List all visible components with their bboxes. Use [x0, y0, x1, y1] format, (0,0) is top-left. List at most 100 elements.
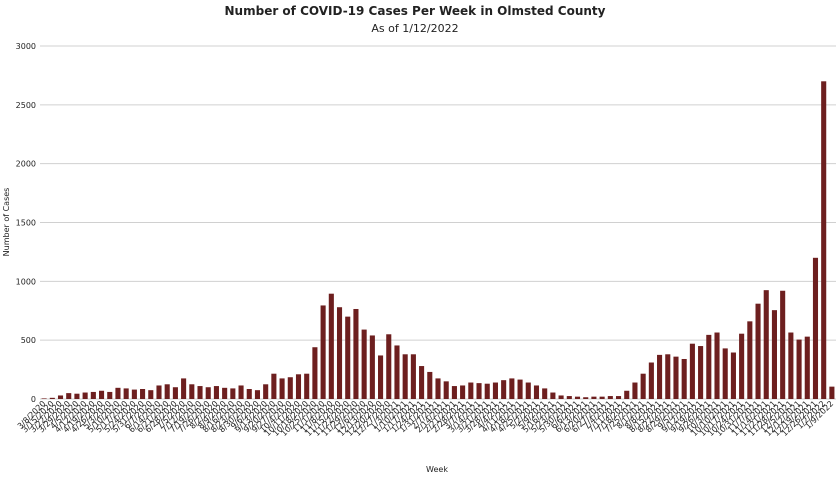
bar	[468, 382, 474, 399]
bar	[246, 389, 252, 399]
bar	[821, 81, 827, 400]
bar	[345, 316, 351, 399]
bar	[107, 391, 113, 399]
bar	[361, 329, 367, 399]
bar	[369, 335, 375, 399]
bar	[566, 396, 572, 399]
bar	[632, 382, 638, 399]
bar	[386, 334, 392, 399]
bar	[509, 378, 515, 399]
bar	[681, 358, 687, 399]
bar	[739, 333, 745, 399]
bar	[312, 347, 318, 399]
bar	[41, 398, 47, 399]
bar	[698, 346, 704, 399]
bar	[287, 377, 293, 399]
bar	[747, 321, 753, 399]
bar	[484, 383, 490, 399]
bar	[156, 385, 162, 399]
chart-subtitle: As of 1/12/2022	[371, 22, 458, 35]
bar	[328, 293, 334, 399]
bar	[435, 378, 441, 399]
bar	[222, 387, 228, 399]
bar	[148, 390, 154, 399]
bar	[542, 388, 548, 399]
bar	[320, 305, 326, 399]
bar	[279, 378, 285, 399]
bar	[673, 356, 679, 399]
bars	[41, 81, 835, 400]
bar	[517, 379, 523, 399]
bar	[238, 385, 244, 399]
bar	[197, 386, 203, 399]
bar	[533, 385, 540, 399]
bar	[460, 385, 466, 399]
y-axis-label: Number of Cases	[2, 188, 11, 257]
x-axis-label: Week	[426, 465, 448, 474]
bar	[189, 384, 195, 399]
bar	[304, 373, 310, 399]
bar	[525, 382, 531, 399]
bar	[665, 354, 671, 399]
bar	[451, 386, 457, 399]
bar	[722, 348, 728, 399]
bar	[82, 392, 88, 399]
y-tick-label: 500	[21, 336, 36, 345]
bar	[501, 380, 507, 399]
bar	[74, 393, 80, 399]
gridlines	[40, 45, 836, 400]
bar	[66, 393, 72, 399]
bar	[476, 383, 482, 399]
bar	[230, 388, 236, 399]
bar	[492, 382, 498, 399]
x-axis-ticks: 3/8/20203/15/20203/22/20203/29/20204/5/2…	[16, 399, 836, 438]
bar	[657, 354, 663, 400]
bar	[164, 384, 170, 399]
bar	[254, 390, 261, 399]
bar	[90, 391, 96, 399]
y-tick-label: 3000	[16, 42, 36, 51]
bar	[172, 387, 178, 399]
bar	[796, 339, 802, 399]
bar	[829, 386, 835, 399]
bar	[624, 390, 630, 399]
bar	[771, 310, 777, 399]
y-tick-label: 1500	[16, 219, 36, 228]
bar	[295, 374, 302, 399]
bar	[427, 371, 433, 399]
y-tick-label: 2000	[16, 160, 36, 169]
bar	[205, 387, 211, 399]
bar	[443, 381, 449, 399]
bar	[410, 354, 416, 399]
y-tick-label: 0	[31, 395, 36, 404]
bar	[336, 307, 343, 399]
bar	[763, 290, 769, 399]
bar	[402, 354, 408, 399]
bar	[583, 397, 589, 399]
bar	[263, 384, 269, 399]
chart-title: Number of COVID-19 Cases Per Week in Olm…	[225, 4, 606, 18]
bar	[648, 362, 654, 399]
bar	[804, 336, 810, 399]
bar	[131, 389, 137, 399]
bar	[788, 332, 794, 399]
bar	[57, 395, 64, 399]
bar	[574, 396, 581, 399]
bar	[99, 390, 105, 399]
bar	[558, 395, 564, 399]
bar	[394, 345, 400, 399]
bar	[591, 396, 597, 399]
bar	[714, 332, 720, 399]
bar	[49, 397, 55, 399]
bar	[353, 308, 359, 399]
bar	[755, 303, 761, 399]
bar	[780, 290, 786, 399]
bar	[607, 396, 613, 399]
bar	[123, 388, 129, 399]
bar	[419, 366, 425, 399]
bar	[271, 373, 277, 399]
bar	[730, 352, 736, 399]
bar	[706, 334, 712, 399]
bar	[213, 386, 219, 399]
